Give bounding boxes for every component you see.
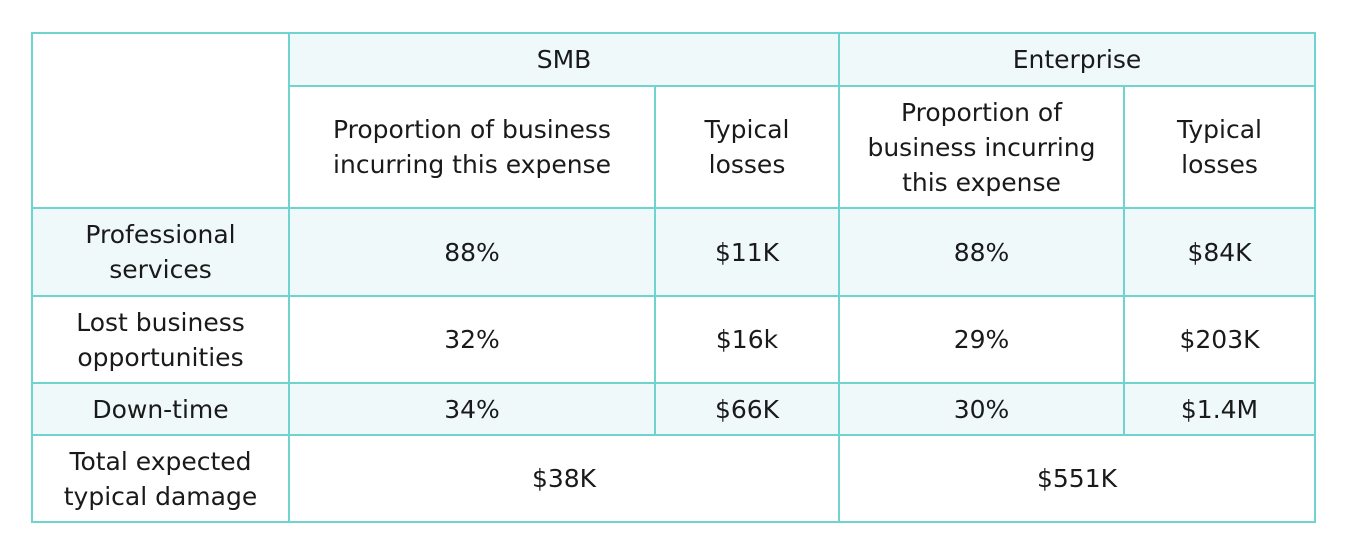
header-enterprise: Enterprise — [837, 32, 1317, 87]
smb-proportion-cell: 32% — [288, 295, 656, 384]
total-smb-cell: $38K — [288, 434, 840, 523]
smb-losses-cell: $66K — [654, 382, 840, 436]
header-ent-proportion: Proportion of business incurring this ex… — [838, 85, 1125, 209]
row-label: Down-time — [31, 382, 290, 436]
table-row: Professional services 88% $11K 88% $84K — [31, 207, 1317, 297]
ent-losses-cell: $84K — [1122, 207, 1317, 297]
header-sub-row: Proportion of business incurring this ex… — [32, 85, 1317, 209]
ent-proportion-cell: 88% — [838, 207, 1125, 297]
table-row: Lost business opportunities 32% $16k 29%… — [31, 295, 1317, 384]
header-smb: SMB — [288, 32, 840, 87]
header-smb-losses: Typical losses — [654, 85, 840, 209]
ent-proportion-cell: 30% — [838, 382, 1125, 436]
header-group-row: SMB Enterprise — [31, 32, 1317, 209]
total-label: Total expected typical damage — [31, 434, 290, 523]
ent-losses-cell: $203K — [1122, 295, 1317, 384]
row-label: Lost business opportunities — [31, 295, 290, 384]
ent-losses-cell: $1.4M — [1122, 382, 1317, 436]
header-ent-losses: Typical losses — [1122, 85, 1317, 209]
smb-losses-cell: $16k — [654, 295, 840, 384]
smb-proportion-cell: 88% — [288, 207, 656, 297]
row-label: Professional services — [31, 207, 290, 297]
smb-proportion-cell: 34% — [288, 382, 656, 436]
smb-losses-cell: $11K — [654, 207, 840, 297]
header-smb-proportion: Proportion of business incurring this ex… — [288, 85, 656, 209]
ent-proportion-cell: 29% — [838, 295, 1125, 384]
total-row: Total expected typical damage $38K $551K — [31, 434, 1317, 523]
cost-comparison-table: SMB Enterprise Proportion of business in… — [31, 32, 1317, 523]
total-enterprise-cell: $551K — [837, 434, 1317, 523]
corner-cell — [31, 32, 290, 209]
table-row: Down-time 34% $66K 30% $1.4M — [31, 382, 1317, 436]
